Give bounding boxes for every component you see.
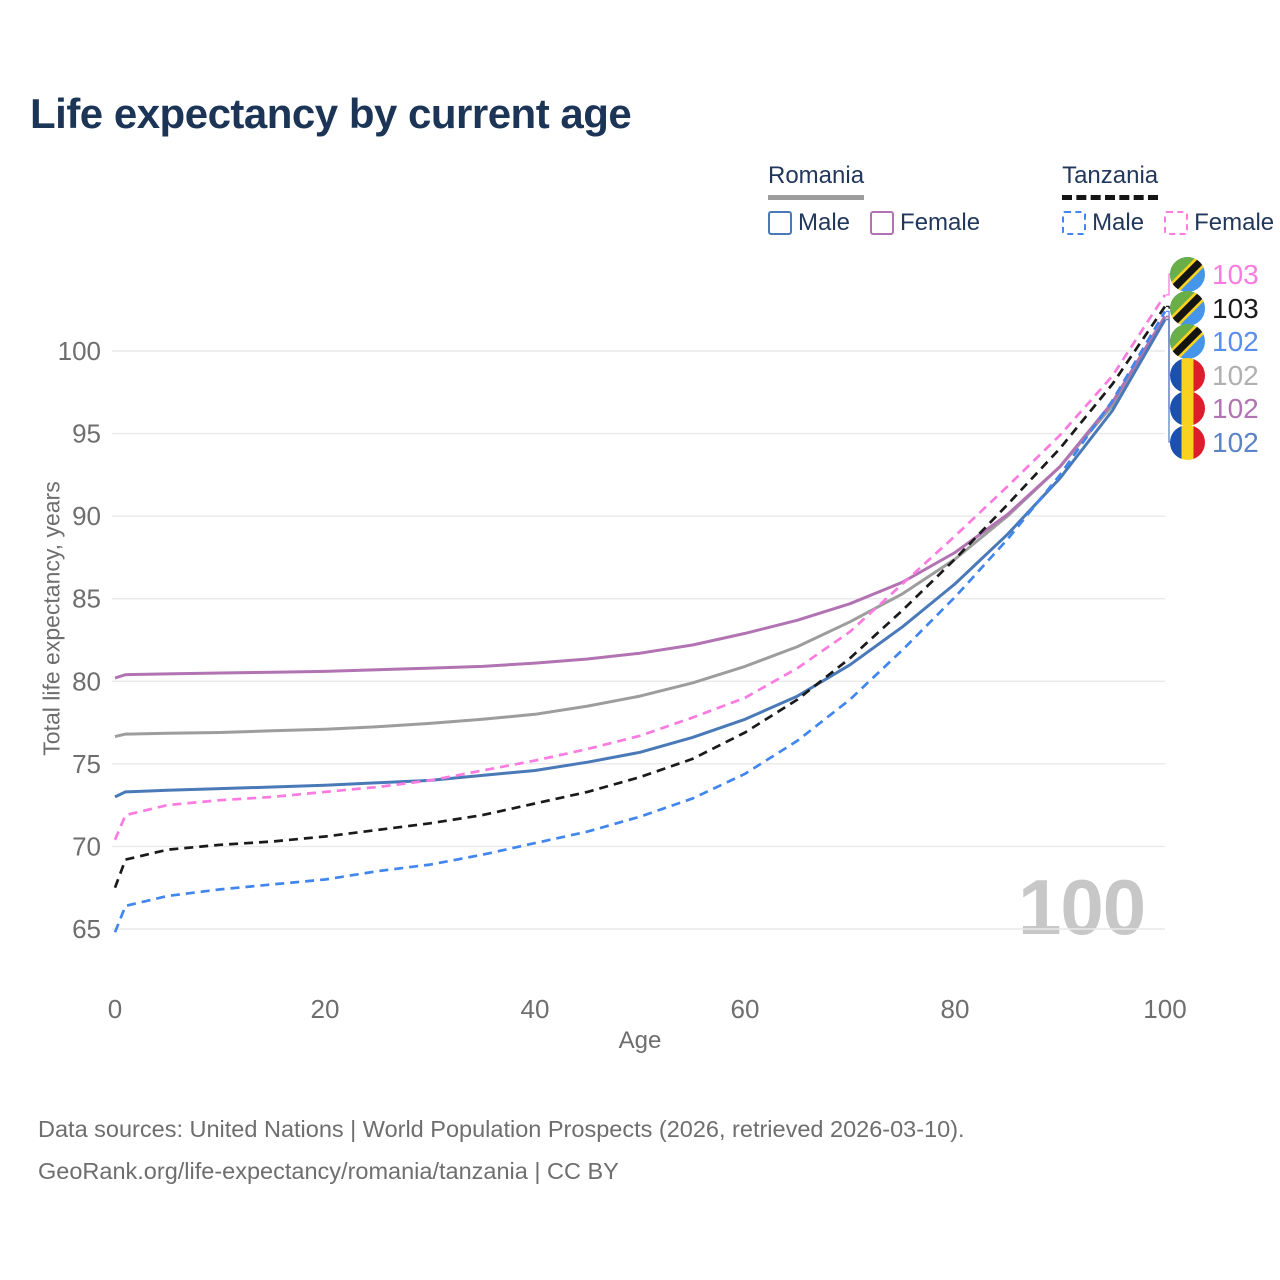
end-value-tanzania-female: 103 [1212, 259, 1259, 290]
romania-flag-icon [1170, 425, 1205, 460]
svg-text:100: 100 [1143, 994, 1186, 1024]
svg-text:0: 0 [108, 994, 122, 1024]
svg-text:100: 100 [58, 336, 101, 366]
legend-label: Female [1194, 209, 1275, 236]
end-label-row: 102 [1170, 358, 1259, 393]
x-axis-title: Age [618, 1027, 662, 1054]
footer-datasource: Data sources: United Nations | World Pop… [38, 1116, 965, 1142]
tanzania-male-swatch-icon[interactable] [1062, 211, 1087, 235]
end-label-row: 102 [1170, 391, 1259, 426]
end-label-row: 103 [1170, 291, 1259, 326]
legend-header-romania[interactable]: Romania [768, 162, 865, 200]
svg-text:85: 85 [72, 584, 101, 614]
legend-label: Male [1092, 209, 1145, 236]
legend-group-romania: Romania Male Female [768, 162, 980, 237]
end-value-tanzania-male: 102 [1212, 326, 1259, 357]
svg-text:95: 95 [72, 419, 101, 449]
svg-text:75: 75 [72, 749, 101, 779]
end-value-romania-male: 102 [1212, 427, 1259, 458]
svg-text:80: 80 [941, 994, 970, 1024]
end-value-tanzania-total: 103 [1212, 293, 1259, 324]
end-value-romania-female: 102 [1212, 393, 1259, 424]
legend-item-tanzania-male[interactable]: Male [1062, 209, 1144, 237]
svg-text:90: 90 [72, 501, 101, 531]
legend: Romania Male Female Tanzania Male [768, 162, 1274, 237]
tanzania-female-swatch-icon[interactable] [1164, 211, 1189, 235]
svg-text:80: 80 [72, 666, 101, 696]
svg-text:65: 65 [72, 914, 101, 944]
svg-text:40: 40 [521, 994, 550, 1024]
legend-header-tanzania[interactable]: Tanzania [1062, 162, 1159, 200]
legend-label: Male [798, 209, 851, 236]
end-label-row: 103 [1170, 257, 1259, 292]
end-label-row: 102 [1170, 425, 1259, 460]
end-label-row: 102 [1170, 324, 1259, 359]
romania-flag-icon [1170, 391, 1205, 426]
romania-flag-icon [1170, 358, 1205, 393]
page-title: Life expectancy by current age [30, 90, 632, 137]
svg-text:20: 20 [311, 994, 340, 1024]
legend-item-romania-female[interactable]: Female [870, 209, 980, 237]
legend-group-tanzania: Tanzania Male Female [1062, 162, 1274, 237]
footer: Data sources: United Nations | World Pop… [38, 1108, 965, 1193]
legend-item-tanzania-female[interactable]: Female [1164, 209, 1274, 237]
svg-text:60: 60 [731, 994, 760, 1024]
footer-attribution: GeoRank.org/life-expectancy/romania/tanz… [38, 1158, 619, 1185]
tanzania-flag-icon [1170, 257, 1205, 292]
legend-label: Female [900, 209, 981, 236]
legend-item-romania-male[interactable]: Male [768, 209, 850, 237]
romania-male-swatch-icon[interactable] [768, 211, 792, 235]
tanzania-flag-icon [1170, 324, 1205, 359]
svg-text:70: 70 [72, 831, 101, 861]
watermark-age-100: 100 [1018, 863, 1146, 951]
y-axis-title: Total life expectancy, years [38, 481, 65, 756]
end-value-romania-total: 102 [1212, 360, 1259, 391]
tanzania-flag-icon [1170, 291, 1205, 326]
romania-female-swatch-icon[interactable] [870, 211, 895, 235]
